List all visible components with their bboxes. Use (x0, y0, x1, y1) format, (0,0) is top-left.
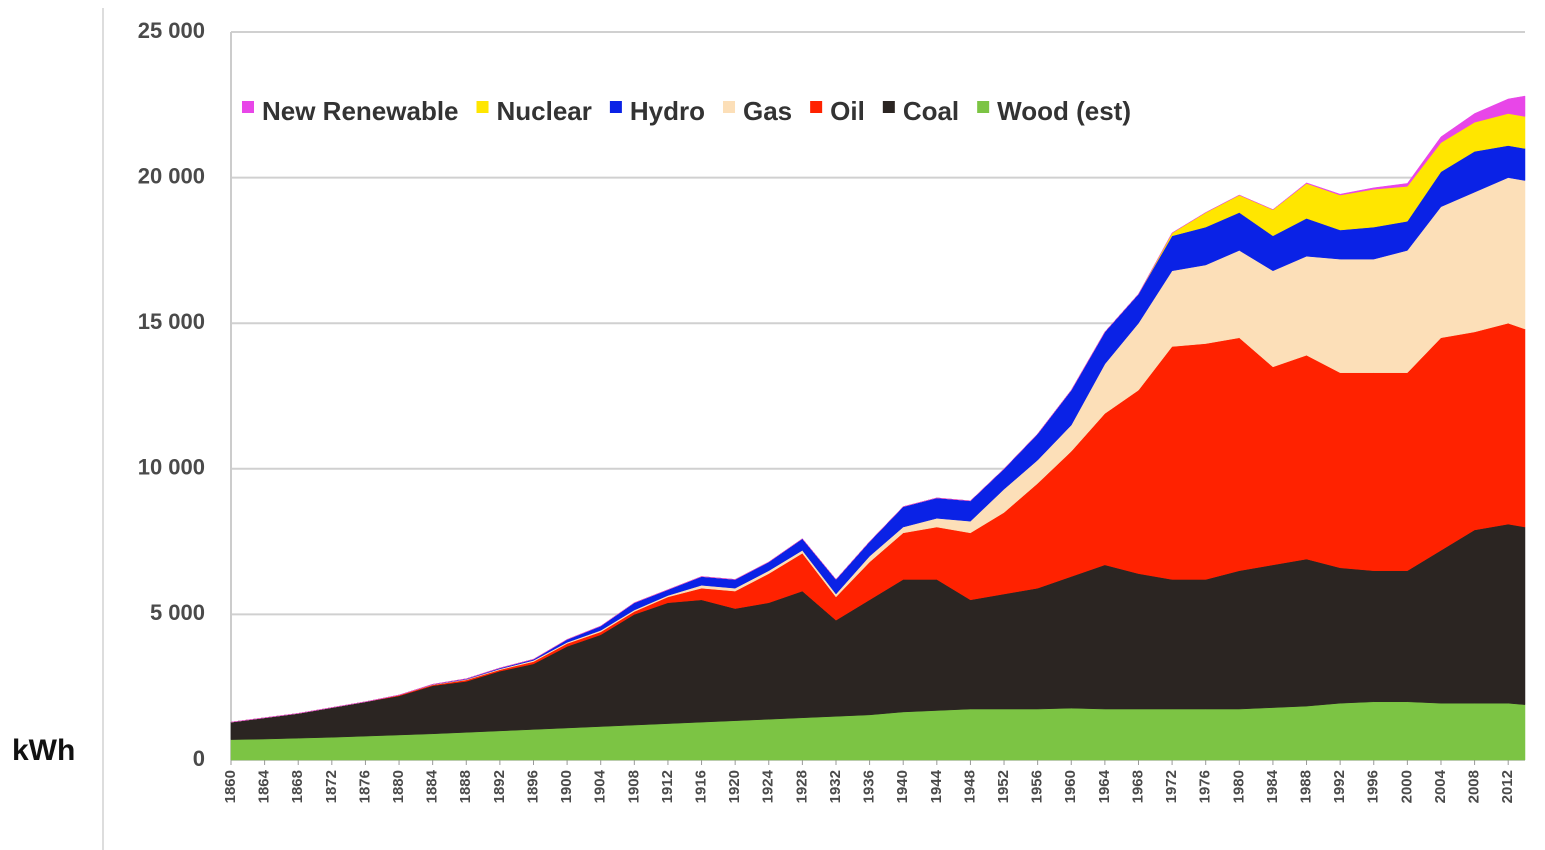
x-tick-label: 1888 (457, 770, 474, 803)
x-tick-label: 2008 (1466, 770, 1483, 803)
x-tick-label: 1884 (424, 769, 441, 803)
y-tick-label: 5 000 (150, 600, 205, 625)
x-tick-label: 1964 (1096, 769, 1113, 803)
x-tick-label: 1996 (1365, 770, 1382, 803)
x-tick-label: 1868 (289, 770, 306, 803)
x-tick-label: 2000 (1398, 770, 1415, 803)
x-tick-label: 1920 (726, 770, 743, 803)
x-tick-label: 1972 (1163, 770, 1180, 803)
legend-label: Oil (830, 96, 865, 126)
x-tick-label: 1872 (323, 770, 340, 803)
x-tick-label: 1896 (524, 770, 541, 803)
x-tick-label: 1860 (222, 770, 239, 803)
x-tick-label: 1880 (390, 770, 407, 803)
x-tick-label: 1984 (1264, 769, 1281, 803)
x-tick-label: 1992 (1331, 770, 1348, 803)
x-tick-label: 1960 (1062, 770, 1079, 803)
legend-swatch (242, 101, 254, 113)
legend-label: Gas (743, 96, 792, 126)
x-tick-label: 1912 (659, 770, 676, 803)
y-tick-label: 20 000 (138, 163, 205, 188)
y-axis-label: kWh (12, 734, 75, 767)
legend-swatch (882, 101, 895, 113)
x-tick-label: 1956 (1029, 770, 1046, 803)
x-tick-label: 1892 (491, 770, 508, 803)
x-tick-label: 1948 (961, 770, 978, 803)
x-tick-label: 1876 (356, 770, 373, 803)
legend-swatch (476, 101, 489, 113)
x-tick-label: 1944 (928, 769, 945, 803)
legend-swatch (977, 101, 990, 113)
legend-swatch (810, 101, 823, 113)
legend-label: Wood (est) (997, 96, 1131, 126)
area (230, 95, 1526, 723)
y-tick-label: 25 000 (138, 18, 205, 43)
x-tick-label: 1864 (256, 769, 273, 803)
y-tick-label: 0 (193, 746, 205, 771)
x-tick-label: 1952 (995, 770, 1012, 803)
y-tick-label: 15 000 (138, 309, 205, 334)
x-tick-label: 1988 (1298, 770, 1315, 803)
x-tick-label: 1924 (760, 769, 777, 803)
legend-label: Hydro (630, 96, 705, 126)
legend-swatch (723, 101, 736, 113)
x-tick-label: 1940 (894, 770, 911, 803)
legend-label: Nuclear (497, 96, 592, 126)
x-tick-label: 1976 (1197, 770, 1214, 803)
x-tick-label: 1980 (1230, 770, 1247, 803)
legend-label: New Renewable (262, 96, 459, 126)
x-tick-label: 1900 (558, 770, 575, 803)
legend-swatch (609, 101, 622, 113)
x-tick-label: 1936 (861, 770, 878, 803)
x-tick-label: 1928 (793, 770, 810, 803)
y-tick-label: 10 000 (138, 455, 205, 480)
x-tick-label: 1932 (827, 770, 844, 803)
x-tick-label: 2012 (1499, 770, 1516, 803)
x-tick-label: 1904 (592, 769, 609, 803)
legend-label: Coal (903, 96, 959, 126)
x-tick-label: 1968 (1129, 770, 1146, 803)
x-tick-label: 2004 (1432, 769, 1449, 803)
x-tick-label: 1908 (625, 770, 642, 803)
x-tick-label: 1916 (693, 770, 710, 803)
